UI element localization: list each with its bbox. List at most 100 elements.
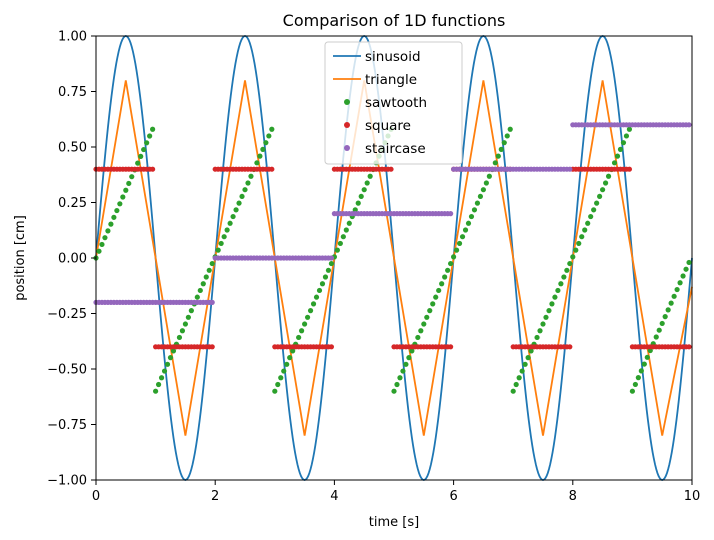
triangle-line xyxy=(95,80,693,436)
x-tick-label: 8 xyxy=(569,489,577,504)
sawtooth-point xyxy=(239,193,245,200)
staircase-point xyxy=(209,299,215,305)
sawtooth-point xyxy=(209,260,215,267)
sawtooth-point xyxy=(161,368,168,374)
legend-swatch-staircase xyxy=(344,145,350,151)
x-tick-label: 2 xyxy=(211,489,219,504)
square-point xyxy=(328,344,335,350)
sawtooth-point xyxy=(683,266,689,272)
y-tick-label: 0.00 xyxy=(58,252,87,267)
sawtooth-point xyxy=(659,320,665,327)
sawtooth-point xyxy=(275,381,281,388)
y-tick-label: −0.25 xyxy=(47,307,87,322)
square-point xyxy=(209,344,215,350)
sawtooth-point xyxy=(528,348,534,354)
sawtooth-point xyxy=(120,194,126,200)
sawtooth-point xyxy=(647,347,653,354)
chart-title: Comparison of 1D functions xyxy=(283,11,506,30)
square-point xyxy=(269,166,275,172)
sawtooth-point xyxy=(269,126,275,132)
sawtooth-point xyxy=(397,375,403,381)
sawtooth-point xyxy=(343,227,349,233)
sawtooth-point xyxy=(296,334,302,341)
series-triangle xyxy=(95,80,693,436)
sawtooth-point xyxy=(221,234,227,240)
y-axis-label: position [cm] xyxy=(13,215,28,301)
sawtooth-point xyxy=(281,368,287,374)
sawtooth-point xyxy=(567,260,573,267)
sawtooth-point xyxy=(451,254,457,260)
sawtooth-point xyxy=(179,328,186,334)
sawtooth-point xyxy=(641,361,647,367)
sawtooth-point xyxy=(188,308,194,314)
sawtooth-point xyxy=(203,274,209,280)
square-point xyxy=(150,166,156,172)
sawtooth-point xyxy=(167,355,174,361)
square-point xyxy=(626,166,633,172)
sawtooth-point xyxy=(668,300,674,306)
sawtooth-point xyxy=(337,240,343,247)
sawtooth-point xyxy=(504,133,510,139)
legend-label-square: square xyxy=(365,118,411,134)
sawtooth-point xyxy=(519,368,525,374)
sawtooth-point xyxy=(626,126,633,132)
sawtooth-point xyxy=(677,280,683,286)
sawtooth-point xyxy=(561,274,567,280)
sawtooth-point xyxy=(108,221,114,227)
x-axis-label: time [s] xyxy=(369,515,419,530)
sawtooth-point xyxy=(510,388,516,394)
sawtooth-point xyxy=(304,314,311,320)
sawtooth-point xyxy=(257,153,263,159)
sawtooth-point xyxy=(164,361,171,367)
y-tick-label: −0.50 xyxy=(47,363,87,378)
sawtooth-point xyxy=(218,240,224,247)
sawtooth-point xyxy=(123,187,129,193)
sawtooth-point xyxy=(126,180,132,187)
x-tick-label: 10 xyxy=(684,489,701,504)
sawtooth-point xyxy=(418,328,424,334)
sawtooth-point xyxy=(346,220,352,226)
sawtooth-point xyxy=(680,273,686,279)
sawtooth-point xyxy=(570,254,576,260)
sawtooth-point xyxy=(445,267,451,273)
sawtooth-point xyxy=(468,213,475,220)
sawtooth-point xyxy=(284,361,290,367)
sawtooth-point xyxy=(307,308,314,314)
square-point xyxy=(567,344,573,350)
sawtooth-point xyxy=(287,355,293,361)
sawtooth-point xyxy=(674,286,680,293)
sawtooth-point xyxy=(588,213,594,220)
sawtooth-point xyxy=(325,267,332,273)
sawtooth-point xyxy=(111,214,117,220)
sawtooth-point xyxy=(153,388,159,394)
sawtooth-point xyxy=(340,234,346,240)
sawtooth-point xyxy=(206,267,212,273)
sawtooth-point xyxy=(552,294,558,300)
sawtooth-point xyxy=(456,240,463,247)
sawtooth-point xyxy=(135,160,141,166)
sawtooth-point xyxy=(155,381,162,388)
sawtooth-point xyxy=(316,287,323,294)
sawtooth-point xyxy=(638,368,644,374)
sawtooth-point xyxy=(158,375,165,381)
y-tick-label: 0.50 xyxy=(58,141,87,156)
sawtooth-point xyxy=(653,334,659,340)
sawtooth-point xyxy=(150,126,156,132)
sawtooth-point xyxy=(96,248,102,254)
sawtooth-point xyxy=(400,368,406,374)
sawtooth-point xyxy=(355,200,361,206)
x-tick-label: 0 xyxy=(92,489,100,504)
sawtooth-point xyxy=(260,146,266,152)
x-tick-label: 6 xyxy=(449,489,457,504)
sawtooth-point xyxy=(185,314,191,320)
sawtooth-point xyxy=(591,207,597,213)
sawtooth-point xyxy=(501,140,507,146)
square-point xyxy=(686,344,692,350)
sawtooth-point xyxy=(471,207,478,213)
sawtooth-point xyxy=(582,227,588,233)
sawtooth-point xyxy=(170,348,177,354)
sawtooth-point xyxy=(409,348,415,354)
sawtooth-point xyxy=(299,328,305,334)
y-tick-label: 1.00 xyxy=(58,30,87,45)
sawtooth-point xyxy=(117,201,123,207)
